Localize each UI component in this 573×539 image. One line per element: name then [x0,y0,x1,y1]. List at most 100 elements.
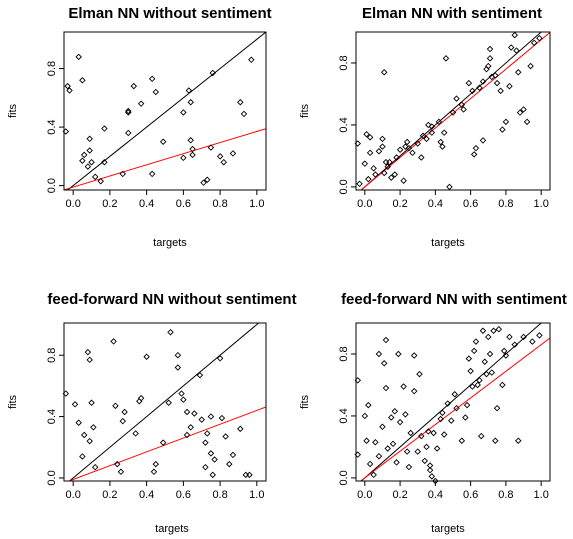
data-point [485,62,492,70]
data-point [437,415,444,423]
x-tick-label: 0.6 [176,489,191,501]
data-point [180,109,187,116]
plot-frame [63,322,267,482]
data-point [479,78,487,85]
data-point [428,129,436,136]
fit-line [66,32,266,190]
data-point [536,332,543,339]
data-point [382,384,390,392]
x-axis-label: targets [153,237,187,249]
data-point [356,180,363,188]
x-tick-label: 0.2 [392,489,407,501]
data-point [361,160,369,167]
x-tick-label: 0.8 [212,489,227,501]
data-point [240,110,248,118]
data-point [202,463,209,471]
data-point [515,69,522,76]
chart-panel-1: Elman NN without sentiment 0.0 0.2 0.4 0.6 0.… [7,5,272,249]
data-point [97,177,104,185]
data-point [467,367,474,375]
data-point [159,439,167,446]
data-point [520,333,527,341]
x-axis-label: targets [155,523,189,535]
reference-line [64,128,266,190]
data-point [174,351,182,359]
data-point [84,163,92,170]
data-point [132,430,139,437]
x-tick-label: 1.0 [534,198,549,210]
data-point [86,356,93,364]
data-point [207,144,215,151]
y-tick-label: 0.8 [46,348,58,363]
fit-line [360,323,542,481]
x-tick-label: 0.2 [102,489,117,501]
x-tick-label: 0.2 [102,198,117,210]
data-point [202,439,209,446]
data-point [218,414,226,422]
data-point [365,401,372,409]
data-point [191,410,198,417]
data-point [375,452,383,460]
data-point [75,53,82,61]
data-point [460,106,467,113]
data-point [222,433,229,440]
data-point [101,125,108,132]
data-point [137,100,145,107]
data-point [363,130,370,138]
data-point [159,138,167,145]
data-point [229,451,237,459]
data-point [499,126,506,133]
data-point [396,146,404,153]
y-tick-label: 0.0 [46,178,58,193]
data-point [419,132,427,140]
chart-panel-3: feed-forward NN without sentiment 0.0 0.2 0… [7,291,297,535]
data-point [481,358,488,365]
x-tick-label: 0.4 [139,489,154,501]
data-point [530,39,538,47]
data-point [375,148,383,155]
data-point [207,450,215,457]
y-tick-label: 0.0 [46,470,58,485]
data-point [90,424,97,431]
data-point [483,370,490,378]
data-point [500,347,508,355]
data-point [502,118,510,126]
x-axis-label: targets [431,237,465,249]
data-point [112,402,119,410]
x-tick-label: 0.4 [428,198,443,210]
plot-frame [355,322,551,482]
data-point [86,437,93,445]
data-point [143,353,150,360]
data-point [366,134,374,141]
data-point [435,118,443,126]
data-point [148,75,156,83]
chart-title: Elman NN without sentiment [68,5,271,22]
y-tick-label: 0.4 [338,408,350,423]
data-point [101,158,108,166]
data-point [189,151,196,159]
x-tick-label: 0.8 [498,489,513,501]
data-point [91,173,99,181]
data-point [418,154,425,161]
y-tick-label: 0.8 [338,346,350,361]
data-point [237,98,244,106]
x-tick-label: 0.8 [212,198,227,210]
data-point [433,445,441,452]
data-point [515,437,522,444]
reference-line [359,337,550,481]
data-point [363,437,370,444]
data-point [125,129,132,137]
data-point [379,423,386,431]
data-point [402,143,409,150]
data-point [242,471,250,479]
data-point [125,109,132,116]
data-point [183,408,191,416]
x-tick-label: 1.0 [249,198,264,210]
data-point [75,419,82,426]
data-point [488,369,496,376]
data-point [174,364,182,371]
data-point [366,149,374,157]
data-point [470,151,478,158]
x-tick-label: 0.4 [139,198,154,210]
data-point [472,144,480,152]
